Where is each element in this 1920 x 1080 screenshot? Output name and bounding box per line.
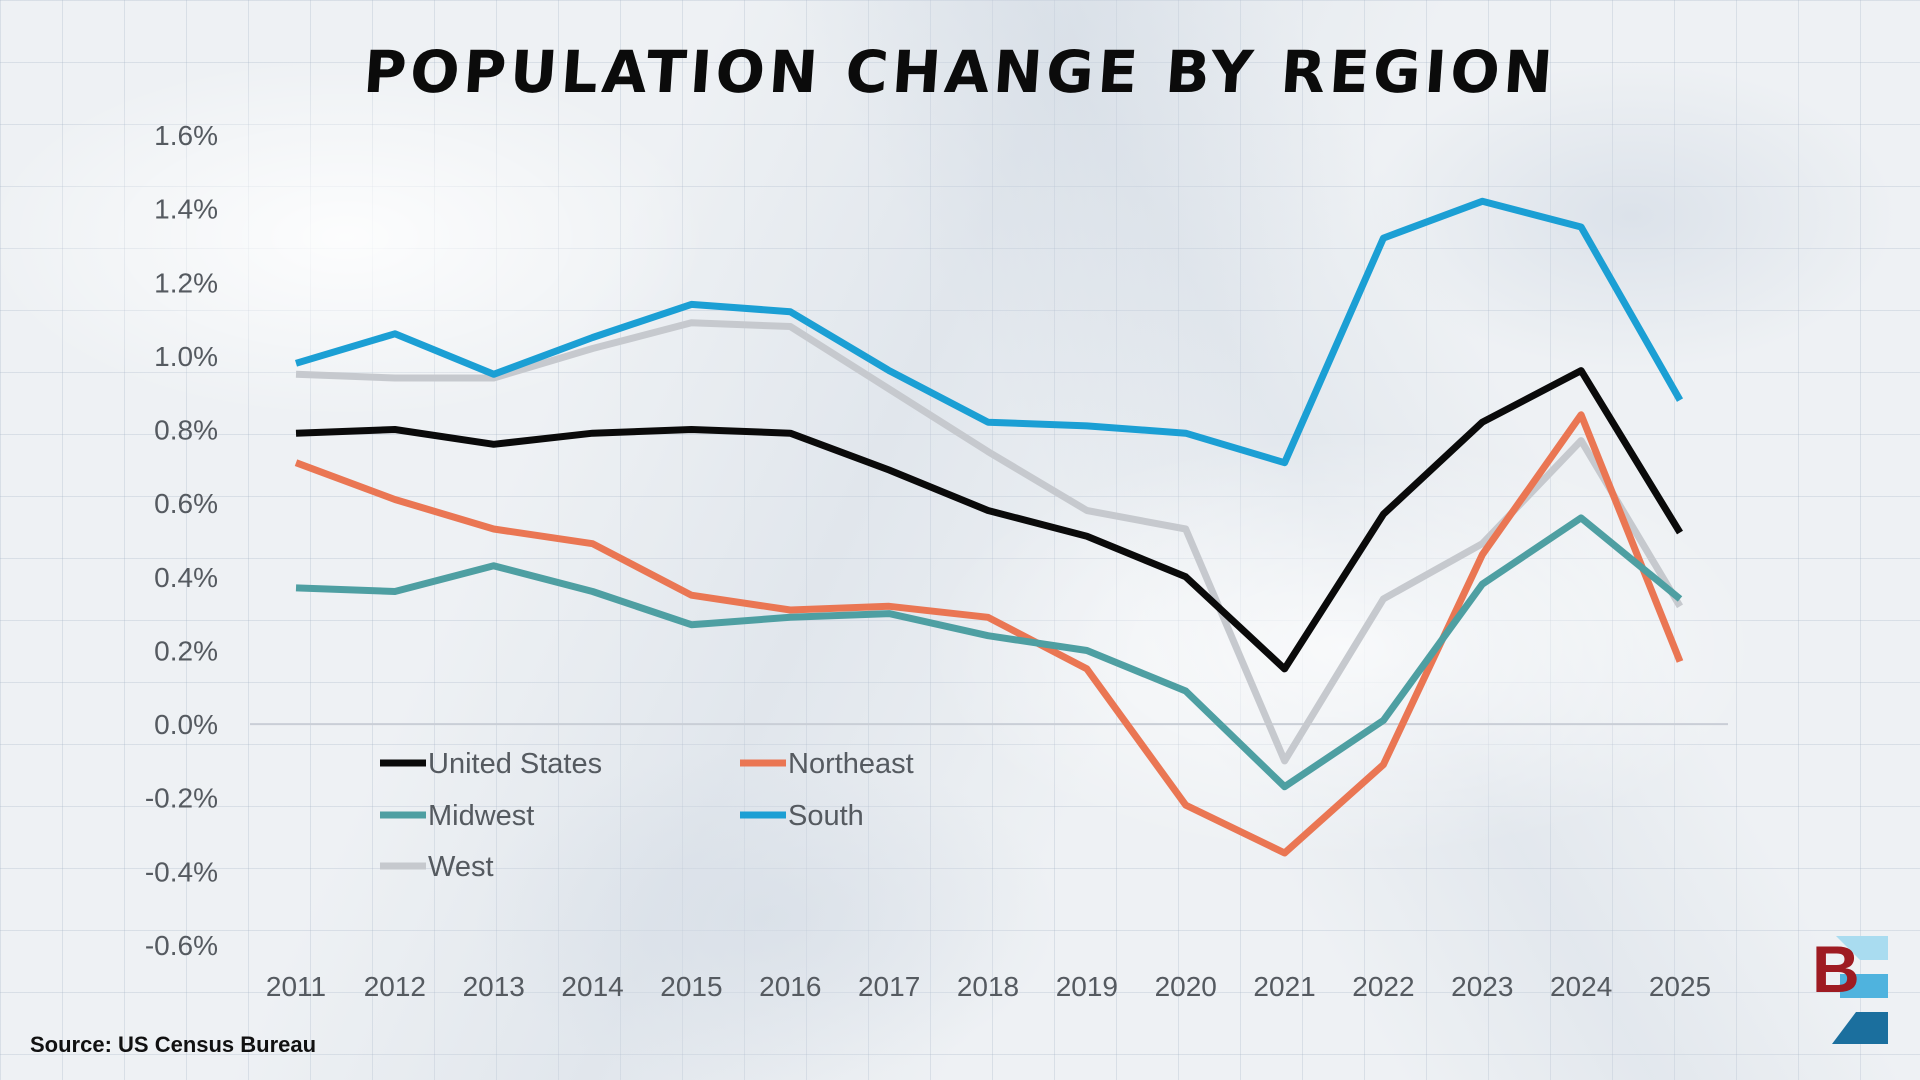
series-line-west: [295, 319, 1684, 765]
y-tick-label: 0.8%: [154, 415, 218, 446]
y-tick-label: 1.0%: [154, 341, 218, 372]
source-note: Source: US Census Bureau: [30, 1032, 317, 1057]
y-tick-label: -0.4%: [145, 856, 218, 887]
x-tick-label: 2014: [561, 971, 623, 1002]
y-tick-label: 0.6%: [154, 488, 218, 519]
legend-label-midwest: Midwest: [428, 800, 534, 832]
x-tick-label: 2023: [1451, 971, 1513, 1002]
x-tick-label: 2012: [364, 971, 426, 1002]
series-line-midwest: [295, 514, 1683, 791]
y-tick-label: 0.0%: [154, 709, 218, 740]
legend-label-united-states: United States: [428, 748, 602, 780]
y-tick-label: -0.2%: [145, 783, 218, 814]
x-tick-label: 2015: [660, 971, 722, 1002]
y-tick-label: 1.2%: [154, 267, 218, 298]
logo-letter: B: [1812, 932, 1860, 1006]
series-line-south: [294, 197, 1684, 467]
x-axis: 2011 2012 2013 2014 2015 2016 2017 2018 2019 2020…: [266, 971, 1711, 1002]
legend: United States Northeast Midwest South West: [380, 748, 914, 883]
legend-label-south: South: [788, 800, 864, 832]
x-tick-label: 2025: [1649, 971, 1711, 1002]
y-axis: 1.6% 1.4% 1.2% 1.0% 0.8% 0.6% 0.4% 0.2% 0.0% -0.2…: [145, 120, 218, 961]
series-line-united-states: [295, 367, 1683, 673]
series-lines: [294, 197, 1684, 857]
x-tick-label: 2017: [858, 971, 920, 1002]
legend-label-west: West: [428, 851, 494, 883]
x-tick-label: 2016: [759, 971, 821, 1002]
x-tick-label: 2020: [1155, 971, 1217, 1002]
x-tick-label: 2019: [1056, 971, 1118, 1002]
legend-label-northeast: Northeast: [788, 748, 914, 780]
x-tick-label: 2021: [1253, 971, 1315, 1002]
x-tick-label: 2022: [1352, 971, 1414, 1002]
y-tick-label: 0.2%: [154, 635, 218, 666]
brand-logo: B: [1812, 932, 1888, 1044]
x-tick-label: 2011: [266, 971, 326, 1002]
y-tick-label: 1.6%: [154, 120, 218, 151]
x-tick-label: 2024: [1550, 971, 1612, 1002]
x-tick-label: 2013: [463, 971, 525, 1002]
y-tick-label: -0.6%: [145, 930, 218, 961]
y-tick-label: 0.4%: [154, 562, 218, 593]
y-tick-label: 1.4%: [154, 194, 218, 225]
x-tick-label: 2018: [957, 971, 1019, 1002]
